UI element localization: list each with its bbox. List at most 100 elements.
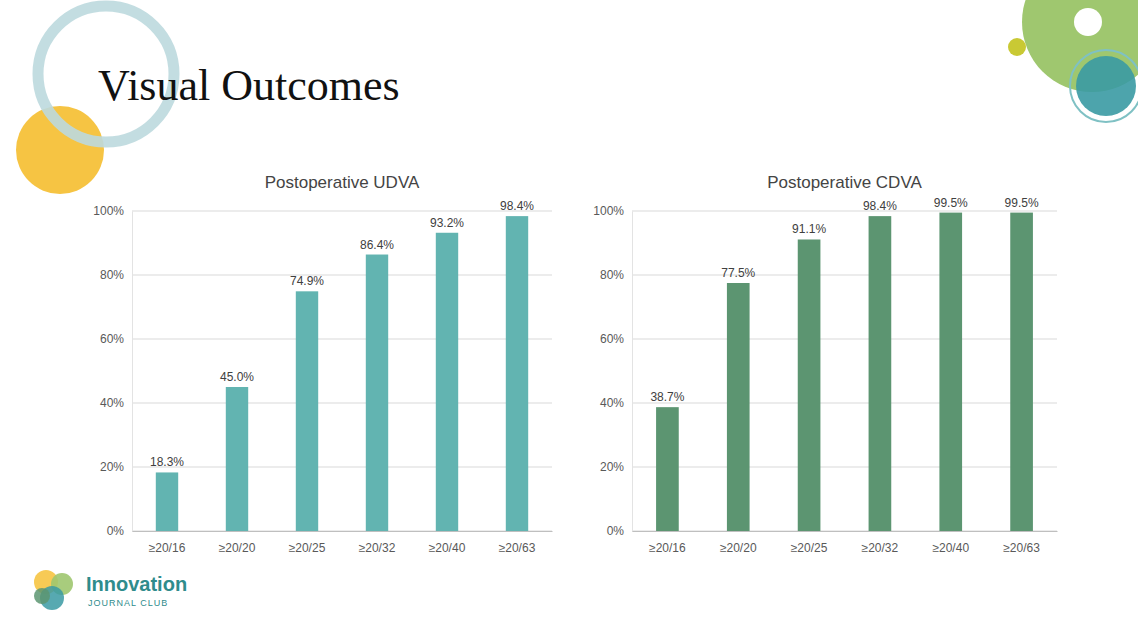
- data-labels: 18.3%45.0%74.9%86.4%93.2%98.4%: [150, 199, 534, 469]
- y-axis-line: [632, 212, 633, 532]
- y-tick-label: 80%: [600, 268, 624, 282]
- x-tick: ≥20/16: [149, 531, 186, 555]
- data-label: 38.7%: [650, 390, 684, 404]
- grid-line: [132, 211, 552, 212]
- x-tick-label: ≥20/25: [289, 541, 326, 555]
- deco-teal-ring: [1070, 50, 1138, 122]
- bar: [156, 472, 178, 531]
- grid-line: [632, 403, 1057, 404]
- x-tick-label: ≥20/32: [359, 541, 396, 555]
- decorations: [16, 0, 1138, 194]
- data-label: 98.4%: [863, 199, 897, 213]
- y-tick: 20%: [100, 460, 132, 474]
- grid-line: [632, 339, 1057, 340]
- y-tick-label: 60%: [600, 332, 624, 346]
- y-tick: 20%: [600, 460, 632, 474]
- logo-name: Innovation: [86, 573, 187, 595]
- x-tick: ≥20/40: [932, 531, 969, 555]
- y-tick: 40%: [100, 396, 132, 410]
- x-tick-label: ≥20/25: [791, 541, 828, 555]
- y-tick-label: 0%: [107, 524, 125, 538]
- logo: Innovation JOURNAL CLUB: [34, 570, 187, 610]
- grid-line: [632, 467, 1057, 468]
- x-tick: ≥20/25: [289, 531, 326, 555]
- x-tick: ≥20/20: [219, 531, 256, 555]
- x-tick: ≥20/16: [649, 531, 686, 555]
- grid: [132, 211, 552, 531]
- y-tick: 100%: [93, 204, 132, 218]
- x-tick: ≥20/63: [1003, 531, 1040, 555]
- chart-title: Postoperative CDVA: [767, 173, 922, 192]
- data-label: 86.4%: [360, 238, 394, 252]
- y-tick: 80%: [600, 268, 632, 282]
- bar: [869, 216, 892, 531]
- y-axis: 0% 20% 40% 60% 80% 100%: [593, 204, 632, 538]
- y-tick-label: 40%: [600, 396, 624, 410]
- x-tick: ≥20/20: [720, 531, 757, 555]
- deco-white-dot: [1074, 8, 1102, 36]
- chart: Postoperative CDVA 0% 20% 40% 60% 80% 100% ≥20/…: [593, 173, 1057, 555]
- grid-line: [132, 531, 552, 532]
- x-axis-line: [133, 531, 553, 532]
- x-tick-label: ≥20/63: [499, 541, 536, 555]
- x-tick: ≥20/32: [359, 531, 396, 555]
- grid-line: [632, 211, 1057, 212]
- bar: [506, 216, 528, 531]
- x-tick: ≥20/40: [429, 531, 466, 555]
- x-axis-line: [633, 531, 1058, 532]
- y-tick-label: 0%: [607, 524, 625, 538]
- y-tick: 0%: [107, 524, 132, 538]
- y-tick: 40%: [600, 396, 632, 410]
- y-tick-label: 80%: [100, 268, 124, 282]
- y-tick: 100%: [593, 204, 632, 218]
- y-tick: 0%: [607, 524, 632, 538]
- bar: [656, 407, 679, 531]
- data-label: 77.5%: [721, 266, 755, 280]
- data-label: 18.3%: [150, 455, 184, 469]
- grid: [632, 211, 1057, 531]
- bar: [798, 239, 821, 531]
- y-tick-label: 60%: [100, 332, 124, 346]
- slide-title: Visual Outcomes: [98, 61, 400, 110]
- deco-teal-circle: [1076, 56, 1136, 116]
- bars: [156, 216, 528, 531]
- chart: Postoperative UDVA 0% 20% 40% 60% 80% 100% ≥20/…: [93, 173, 552, 555]
- data-label: 98.4%: [500, 199, 534, 213]
- grid-line: [632, 531, 1057, 532]
- grid-line: [132, 339, 552, 340]
- logo-subtitle: JOURNAL CLUB: [88, 598, 168, 608]
- y-axis-line: [132, 212, 133, 532]
- bars: [656, 213, 1033, 531]
- data-label: 45.0%: [220, 370, 254, 384]
- bar: [366, 255, 388, 531]
- bar: [436, 233, 458, 531]
- data-label: 74.9%: [290, 274, 324, 288]
- bar: [1010, 213, 1033, 531]
- x-tick: ≥20/63: [499, 531, 536, 555]
- bar: [939, 213, 962, 531]
- data-labels: 38.7%77.5%91.1%98.4%99.5%99.5%: [650, 196, 1039, 405]
- y-tick-label: 40%: [100, 396, 124, 410]
- y-tick: 80%: [100, 268, 132, 282]
- bar: [296, 291, 318, 531]
- data-label: 99.5%: [934, 196, 968, 210]
- deco-yellow-dot: [1008, 38, 1026, 56]
- x-axis: ≥20/16 ≥20/20 ≥20/25 ≥20/32 ≥20/40 ≥20/63: [133, 531, 553, 555]
- x-tick-label: ≥20/20: [720, 541, 757, 555]
- logo-dot: [34, 588, 50, 604]
- y-tick-label: 100%: [593, 204, 624, 218]
- x-tick-label: ≥20/16: [649, 541, 686, 555]
- x-tick-label: ≥20/40: [429, 541, 466, 555]
- chart-title: Postoperative UDVA: [265, 173, 420, 192]
- y-axis: 0% 20% 40% 60% 80% 100%: [93, 204, 132, 538]
- x-tick: ≥20/25: [791, 531, 828, 555]
- y-tick-label: 100%: [93, 204, 124, 218]
- x-tick-label: ≥20/40: [932, 541, 969, 555]
- grid-line: [132, 275, 552, 276]
- bar: [727, 283, 750, 531]
- x-tick-label: ≥20/63: [1003, 541, 1040, 555]
- grid-line: [632, 275, 1057, 276]
- x-axis: ≥20/16≥20/20≥20/25≥20/32≥20/40≥20/63: [633, 531, 1058, 555]
- y-tick-label: 20%: [600, 460, 624, 474]
- grid-line: [132, 403, 552, 404]
